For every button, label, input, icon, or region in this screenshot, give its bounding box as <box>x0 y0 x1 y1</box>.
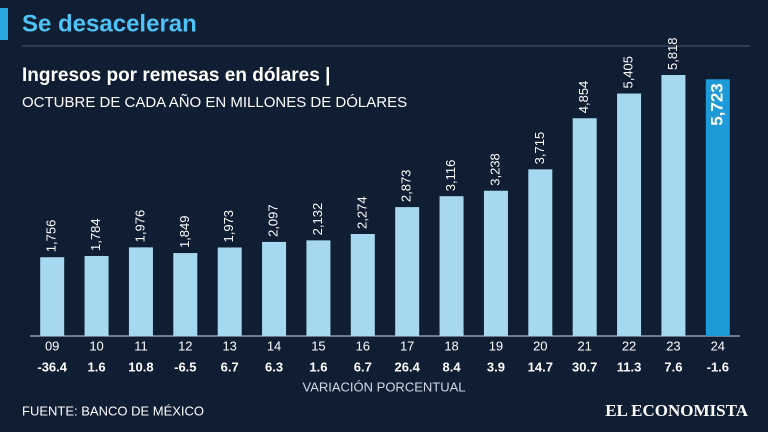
bar <box>350 233 375 336</box>
variation-value: 8.4 <box>443 359 462 374</box>
x-tick-label: 15 <box>311 338 325 353</box>
bar <box>617 93 642 337</box>
bar <box>439 196 464 336</box>
variation-value: -6.5 <box>174 359 196 374</box>
bar <box>395 207 420 336</box>
bar <box>572 118 597 336</box>
variation-value: 11.3 <box>617 359 642 374</box>
x-tick-label: 14 <box>267 338 281 353</box>
x-tick-label: 18 <box>444 338 458 353</box>
bar <box>483 190 508 336</box>
value-label: 2,097 <box>266 204 281 237</box>
variation-value: -36.4 <box>37 359 67 374</box>
publisher-logo: EL ECONOMISTA <box>605 401 749 420</box>
value-label: 5,723 <box>707 83 726 126</box>
variation-value: 7.6 <box>664 359 682 374</box>
value-label: 3,238 <box>487 153 502 186</box>
bar <box>306 240 331 336</box>
variation-value: 6.7 <box>354 359 372 374</box>
x-tick-label: 23 <box>666 338 680 353</box>
value-label: 3,715 <box>532 132 547 165</box>
variation-value: 3.9 <box>487 359 505 374</box>
variation-label: VARIACIÓN PORCENTUAL <box>302 379 465 394</box>
x-tick-label: 11 <box>134 338 148 353</box>
x-tick-label: 10 <box>89 338 103 353</box>
variation-value: 30.7 <box>572 359 597 374</box>
variation-value: 1.6 <box>88 359 106 374</box>
x-tick-label: 13 <box>222 338 236 353</box>
value-label: 4,854 <box>576 81 591 114</box>
bar <box>262 241 287 336</box>
bar <box>705 79 730 336</box>
value-label: 5,818 <box>665 37 680 70</box>
variation-value: 10.8 <box>128 359 153 374</box>
value-label: 2,274 <box>354 196 369 229</box>
header-accent <box>0 8 8 40</box>
variation-value: 6.3 <box>265 359 283 374</box>
x-tick-label: 22 <box>622 338 636 353</box>
value-label: 3,116 <box>443 160 458 192</box>
bar <box>217 247 242 336</box>
x-tick-label: 17 <box>400 338 414 353</box>
bar <box>84 255 109 336</box>
x-tick-label: 12 <box>178 338 192 353</box>
bar <box>40 257 65 336</box>
x-tick-label: 20 <box>533 338 547 353</box>
value-label: 1,784 <box>88 218 103 251</box>
x-tick-label: 24 <box>711 338 725 353</box>
value-label: 1,976 <box>132 210 147 243</box>
source: FUENTE: BANCO DE MÉXICO <box>22 403 204 418</box>
value-label: 1,849 <box>177 216 192 249</box>
variation-value: 14.7 <box>528 359 553 374</box>
bar <box>528 169 553 336</box>
variation-value: 1.6 <box>309 359 327 374</box>
x-tick-label: 19 <box>489 338 503 353</box>
value-label: 2,873 <box>399 170 414 203</box>
value-label: 1,756 <box>44 220 59 253</box>
variation-value: 26.4 <box>395 359 421 374</box>
header: Se desaceleran <box>22 10 197 37</box>
chart-subtitle: OCTUBRE DE CADA AÑO EN MILLONES DE DÓLAR… <box>22 94 407 111</box>
value-label: 5,405 <box>621 56 636 89</box>
variation-value: 6.7 <box>221 359 239 374</box>
value-label: 2,132 <box>310 203 325 236</box>
bar <box>128 247 153 336</box>
x-tick-label: 21 <box>577 338 591 353</box>
variation-value: -1.6 <box>707 359 729 374</box>
chart-title: Ingresos por remesas en dólares | <box>22 65 330 86</box>
bar <box>173 253 198 336</box>
value-label: 1,973 <box>221 210 236 243</box>
bar <box>661 75 686 336</box>
x-tick-label: 09 <box>45 338 59 353</box>
x-tick-label: 16 <box>356 338 370 353</box>
